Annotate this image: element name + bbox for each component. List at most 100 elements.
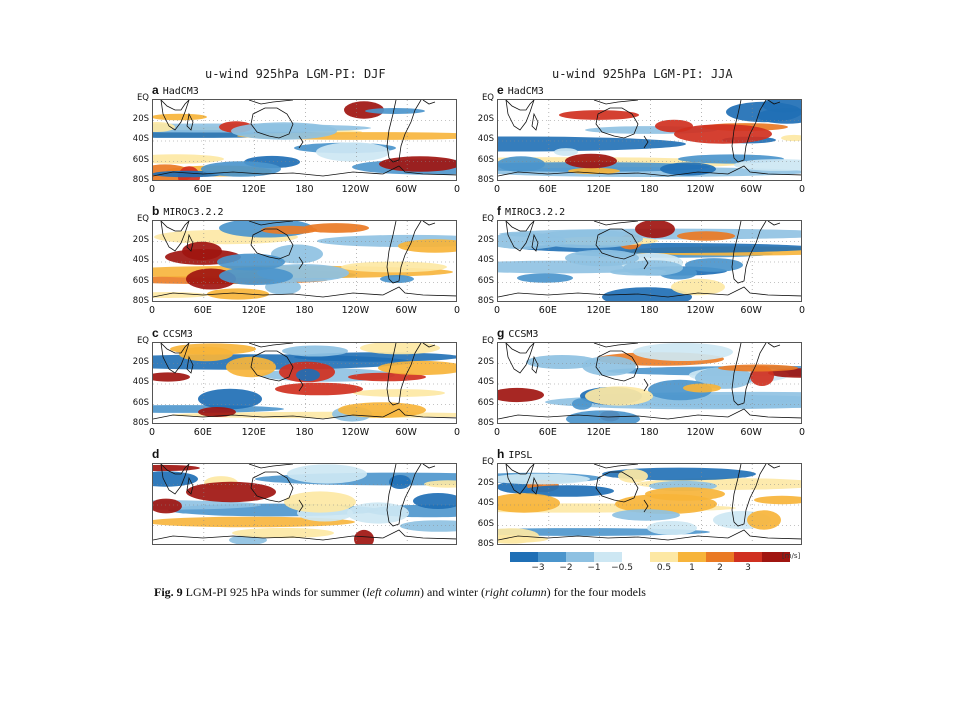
panel-letter: d — [152, 447, 160, 461]
panel-letter: h — [497, 447, 505, 461]
caption-left-column: left column — [366, 585, 420, 599]
y-tick-label: 80S — [132, 296, 149, 306]
panel-letter: a — [152, 83, 159, 97]
caption-text-b: ) and winter ( — [419, 585, 485, 599]
panel-label-c: c CCSM3 — [152, 326, 193, 340]
x-tick-label: 120E — [586, 184, 611, 195]
y-tick-label: EQ — [481, 336, 494, 346]
y-tick-label: 60S — [477, 154, 494, 165]
map-panel-c — [152, 342, 457, 424]
x-tick-label: 0 — [798, 184, 806, 195]
map-panel-a — [152, 99, 457, 181]
colorbar-tick-label: −1 — [587, 563, 601, 573]
colorbar-swatch — [762, 552, 790, 562]
wind-anomaly-map-d — [153, 464, 456, 544]
y-tick-label: 20S — [132, 234, 149, 245]
map-panel-h — [497, 463, 802, 545]
wind-anomaly-map-g — [498, 343, 801, 423]
colorbar-tick-label: −0.5 — [611, 563, 633, 573]
x-tick-label: 60E — [193, 427, 212, 438]
panel-model-name: CCSM3 — [508, 329, 539, 340]
y-tick-label: 40S — [477, 498, 494, 508]
x-tick-label: 120W — [686, 427, 715, 438]
y-tick-label: 60S — [477, 397, 494, 408]
panel-letter: g — [497, 326, 505, 340]
colorbar-tick-label: −3 — [531, 563, 545, 573]
x-tick-label: 60E — [538, 184, 557, 195]
y-tick-label: 40S — [132, 134, 149, 144]
colorbar-tick-label: −2 — [559, 563, 573, 573]
panel-letter: f — [497, 204, 501, 218]
panel-label-b: b MIROC3.2.2 — [152, 204, 224, 218]
y-tick-label: EQ — [136, 336, 149, 346]
x-tick-label: 60E — [538, 427, 557, 438]
panel-model-name: IPSL — [508, 450, 533, 461]
x-tick-label: 0 — [798, 305, 806, 316]
x-tick-label: 60W — [740, 184, 762, 195]
x-tick-label: 0 — [453, 427, 461, 438]
colorbar-swatch — [594, 552, 622, 562]
column-title-jja: u-wind 925hPa LGM-PI: JJA — [552, 67, 733, 81]
colorbar — [510, 552, 790, 562]
panel-label-d: d — [152, 447, 163, 461]
y-tick-label: EQ — [481, 214, 494, 224]
wind-anomaly-map-a — [153, 100, 456, 180]
y-tick-label: 60S — [132, 275, 149, 286]
x-tick-label: 60W — [740, 305, 762, 316]
y-tick-label: 80S — [477, 539, 494, 549]
x-tick-label: 120W — [341, 427, 370, 438]
panel-label-h: h IPSL — [497, 447, 532, 461]
y-tick-label: 40S — [132, 255, 149, 265]
x-tick-label: 180 — [640, 184, 659, 195]
y-tick-label: 60S — [477, 518, 494, 529]
panel-letter: b — [152, 204, 160, 218]
caption-text-a: LGM-PI 925 hPa winds for summer ( — [182, 585, 367, 599]
caption-fig-label: Fig. 9 — [154, 585, 183, 599]
x-tick-label: 120E — [586, 305, 611, 316]
x-tick-label: 0 — [453, 305, 461, 316]
y-tick-label: EQ — [136, 93, 149, 103]
x-tick-label: 120W — [686, 305, 715, 316]
map-panel-e — [497, 99, 802, 181]
colorbar-unit: [m/s] — [782, 552, 801, 560]
x-tick-label: 120W — [341, 305, 370, 316]
caption-right-column: right column — [484, 585, 547, 599]
x-tick-label: 60W — [740, 427, 762, 438]
x-tick-label: 180 — [295, 427, 314, 438]
panel-model-name: HadCM3 — [507, 86, 544, 97]
colorbar-tick-label: 1 — [689, 563, 695, 573]
y-tick-label: 40S — [477, 377, 494, 387]
x-tick-label: 60E — [193, 305, 212, 316]
colorbar-swatch — [678, 552, 706, 562]
colorbar-swatch — [734, 552, 762, 562]
figure-caption: Fig. 9 LGM-PI 925 hPa winds for summer (… — [154, 585, 646, 600]
x-tick-label: 60E — [538, 305, 557, 316]
y-tick-label: 80S — [477, 296, 494, 306]
y-tick-label: 20S — [477, 356, 494, 367]
colorbar-swatch — [566, 552, 594, 562]
map-panel-b — [152, 220, 457, 302]
wind-anomaly-map-h — [498, 464, 801, 544]
y-tick-label: 60S — [132, 154, 149, 165]
panel-label-g: g CCSM3 — [497, 326, 538, 340]
x-tick-label: 120W — [341, 184, 370, 195]
x-tick-label: 60W — [395, 427, 417, 438]
colorbar-swatch — [510, 552, 538, 562]
panel-model-name: MIROC3.2.2 — [163, 207, 224, 218]
column-title-djf: u-wind 925hPa LGM-PI: DJF — [205, 67, 386, 81]
panel-model-name: CCSM3 — [162, 329, 193, 340]
map-panel-f — [497, 220, 802, 302]
wind-anomaly-map-b — [153, 221, 456, 301]
y-tick-label: 40S — [477, 134, 494, 144]
wind-anomaly-map-c — [153, 343, 456, 423]
x-tick-label: 0 — [798, 427, 806, 438]
y-tick-label: 20S — [132, 113, 149, 124]
x-tick-label: 0 — [148, 305, 156, 316]
panel-label-f: f MIROC3.2.2 — [497, 204, 565, 218]
y-tick-label: 80S — [132, 175, 149, 185]
y-tick-label: 60S — [477, 275, 494, 286]
y-tick-label: 80S — [477, 418, 494, 428]
panel-model-name: HadCM3 — [162, 86, 199, 97]
panel-letter: c — [152, 326, 159, 340]
y-tick-label: 20S — [477, 113, 494, 124]
